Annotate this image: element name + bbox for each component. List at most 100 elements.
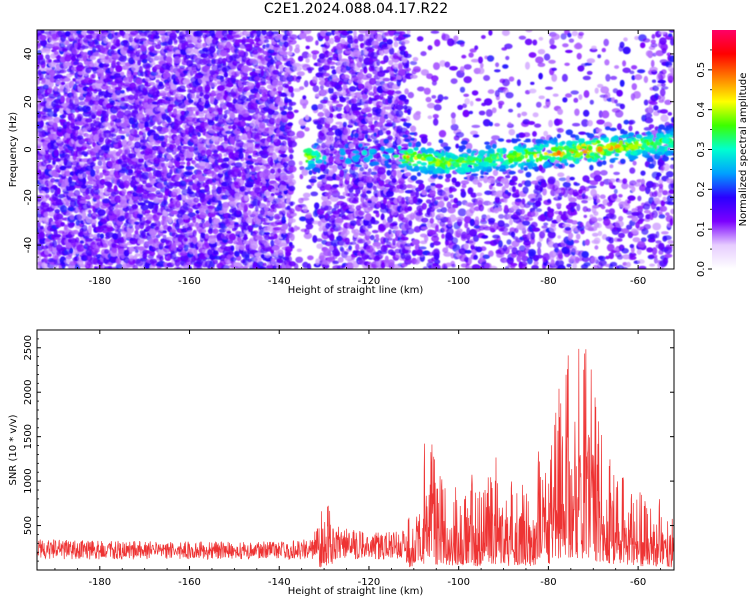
heatmap-cell — [190, 240, 199, 249]
heatmap-cell — [38, 72, 44, 80]
heatmap-cell — [315, 238, 323, 242]
heatmap-cell — [205, 161, 210, 169]
heatmap-cell — [90, 188, 95, 197]
heatmap-cell — [170, 229, 177, 233]
heatmap-cell — [341, 74, 350, 80]
heatmap-cell — [347, 43, 351, 48]
heatmap-cell — [128, 57, 135, 65]
heatmap-cell — [159, 242, 165, 246]
heatmap-cell — [39, 225, 44, 230]
heatmap-cell — [91, 73, 96, 79]
heatmap-cell — [82, 172, 87, 179]
heatmap-cell — [137, 59, 142, 66]
heatmap-cell — [281, 140, 287, 147]
heatmap-cell — [124, 148, 131, 156]
heatmap-cell — [182, 214, 190, 220]
heatmap-cell — [418, 183, 425, 191]
heatmap-cell — [215, 126, 225, 131]
heatmap-cell — [60, 95, 65, 103]
heatmap-cell — [277, 85, 284, 92]
heatmap-cell — [226, 164, 231, 171]
heatmap-cell — [56, 138, 62, 144]
heatmap-cell — [43, 256, 48, 264]
heatmap-cell — [445, 173, 452, 179]
heatmap-cell — [328, 87, 334, 94]
heatmap-cell — [387, 249, 395, 255]
heatmap-cell — [161, 113, 169, 121]
heatmap-cell — [405, 116, 411, 122]
heatmap-cell — [455, 143, 460, 149]
heatmap-cell — [140, 230, 146, 238]
heatmap-cell — [364, 46, 373, 50]
heatmap-cell — [343, 127, 351, 136]
heatmap-cell — [92, 156, 97, 162]
heatmap-cell — [443, 96, 449, 100]
heatmap-cell — [102, 62, 110, 68]
heatmap-cell — [141, 172, 150, 180]
heatmap-cell — [171, 30, 177, 33]
heatmap-cell — [92, 45, 96, 53]
heatmap-cell — [37, 210, 40, 215]
heatmap-cell — [372, 241, 382, 247]
heatmap-cell — [404, 99, 409, 105]
heatmap-cell — [186, 161, 191, 167]
heatmap-cell — [305, 58, 310, 63]
heatmap-cell — [86, 200, 91, 209]
heatmap-cell — [350, 97, 357, 104]
heatmap-cell — [84, 118, 93, 123]
heatmap-cell — [302, 192, 311, 198]
heatmap-cell — [99, 172, 104, 179]
heatmap-cell — [37, 165, 40, 171]
heatmap-cell — [258, 86, 266, 94]
heatmap-cell — [205, 97, 209, 105]
heatmap-cell — [148, 129, 156, 136]
heatmap-cell — [110, 133, 117, 137]
heatmap-cell — [391, 178, 397, 184]
heatmap-cell — [307, 263, 312, 269]
heatmap-cell — [56, 81, 63, 85]
heatmap-cell — [416, 36, 424, 42]
heatmap-cell — [42, 84, 49, 90]
heatmap-cell — [64, 168, 70, 177]
heatmap-cell — [152, 169, 161, 177]
heatmap-cell — [434, 39, 441, 47]
heatmap-cell — [366, 190, 372, 194]
heatmap-cell — [168, 216, 173, 224]
heatmap-cell — [86, 134, 92, 139]
heatmap-cell — [415, 111, 421, 116]
heatmap-cell — [179, 37, 187, 44]
heatmap-cell — [346, 30, 353, 34]
heatmap-cell — [270, 239, 275, 247]
heatmap-cell — [199, 212, 207, 219]
heatmap-cell — [350, 204, 355, 209]
heatmap-cell — [123, 249, 130, 257]
heatmap-cell — [123, 222, 129, 227]
heatmap-cell — [37, 42, 41, 47]
heatmap-cell — [382, 77, 391, 82]
heatmap-cell — [184, 54, 191, 59]
heatmap-cell — [39, 53, 44, 61]
heatmap-cell — [272, 110, 279, 116]
heatmap-cell — [170, 210, 179, 215]
heatmap-cell — [392, 221, 398, 227]
heatmap-cell — [161, 127, 170, 133]
heatmap-cell — [179, 85, 186, 91]
heatmap-cell — [79, 200, 89, 204]
heatmap-cell — [173, 123, 181, 132]
heatmap-cell — [349, 220, 357, 227]
heatmap-cell — [344, 96, 350, 100]
heatmap-cell — [311, 50, 320, 55]
heatmap-cell — [296, 226, 301, 230]
heatmap-cell — [99, 54, 106, 60]
heatmap-cell — [311, 104, 319, 111]
heatmap-cell — [142, 142, 150, 147]
heatmap-cell — [65, 88, 71, 93]
heatmap-cell — [230, 257, 237, 262]
heatmap-cell — [207, 212, 216, 218]
heatmap-cell — [104, 249, 110, 254]
heatmap-cell — [282, 83, 289, 88]
heatmap-cell — [105, 30, 112, 34]
heatmap-cell — [326, 131, 335, 136]
heatmap-cell — [395, 90, 402, 95]
heatmap-cell — [314, 202, 320, 210]
